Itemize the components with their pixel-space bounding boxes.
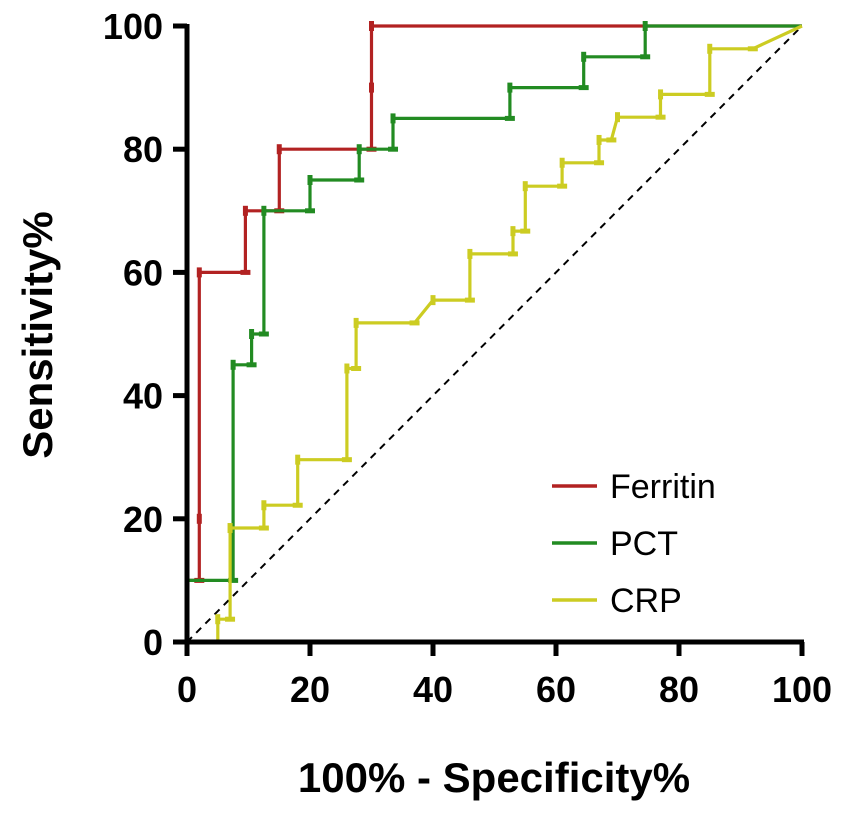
series-layer — [184, 21, 803, 645]
legend-label-ferritin: Ferritin — [610, 468, 716, 506]
y-tick-label: 100 — [103, 6, 163, 47]
y-tick-label: 60 — [123, 252, 163, 293]
x-tick-label: 60 — [536, 669, 576, 710]
x-tick-label: 20 — [290, 669, 330, 710]
y-tick-label: 20 — [123, 499, 163, 540]
ticks: 0 20 40 60 80 100 0 20 40 60 80 100 — [103, 6, 832, 710]
y-tick-label: 40 — [123, 376, 163, 417]
legend: Ferritin PCT CRP — [552, 468, 716, 620]
legend-label-pct: PCT — [610, 525, 678, 563]
legend-label-crp: CRP — [610, 582, 682, 620]
x-tick-label: 100 — [772, 669, 832, 710]
x-axis-title: 100% - Specificity% — [298, 754, 690, 801]
x-tick-label: 40 — [413, 669, 453, 710]
y-axis-title: Sensitivity% — [14, 211, 61, 458]
series-crp — [187, 24, 803, 645]
x-tick-label: 0 — [177, 669, 197, 710]
y-tick-label: 0 — [143, 622, 163, 663]
axes — [184, 24, 804, 645]
y-tick-label: 80 — [123, 129, 163, 170]
x-tick-label: 80 — [659, 669, 699, 710]
chance-diagonal-line — [186, 25, 803, 643]
